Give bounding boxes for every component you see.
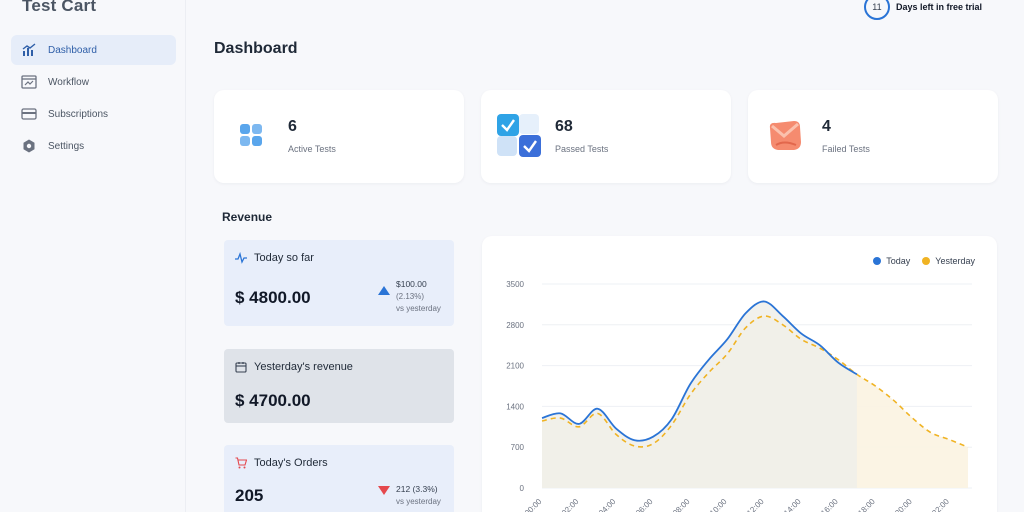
sidebar: Test Cart Dashboard Workflow Subscriptio…	[0, 0, 186, 512]
stat-label: Passed Tests	[555, 144, 609, 154]
x-tick-label: 04:00	[597, 497, 618, 512]
x-tick-label: 08:00	[671, 497, 692, 512]
x-tick-label: 22:00	[930, 497, 951, 512]
credit-card-icon	[21, 106, 37, 122]
workflow-icon	[21, 74, 37, 90]
orders-delta-vs: vs yesterday	[396, 496, 441, 506]
legend-yesterday-dot	[922, 257, 931, 265]
revenue-delta: $100.00 (2.13%) vs yesterday	[396, 278, 441, 316]
orders-delta-amount: 212 (3.3%)	[396, 484, 438, 494]
y-tick-label: 2800	[506, 321, 524, 330]
series-line-today	[541, 300, 858, 442]
stat-label: Failed Tests	[822, 144, 870, 154]
series-line-yesterday	[541, 315, 969, 448]
revenue-amount: $ 4800.00	[235, 288, 311, 307]
revenue-card-label: Today's Orders	[254, 457, 328, 469]
legend-yesterday-label: Yesterday	[935, 256, 975, 266]
revenue-chart-card: Today Yesterday 0 700 1400 2100 2800 3500 00:0…	[482, 236, 997, 512]
sidebar-item-settings[interactable]: Settings	[11, 131, 176, 161]
legend-today-label: Today	[886, 256, 911, 266]
hexagon-gear-icon	[21, 138, 37, 154]
x-tick-label: 00:00	[523, 497, 544, 512]
trend-down-icon	[378, 486, 390, 495]
revenue-section-title: Revenue	[222, 210, 273, 224]
revenue-amount: $ 4700.00	[235, 391, 311, 410]
y-tick-label: 0	[520, 484, 525, 493]
x-tick-label: 14:00	[782, 497, 803, 512]
sidebar-item-label: Settings	[48, 140, 85, 152]
y-tick-label: 2100	[506, 362, 524, 371]
failed-tests-icon	[764, 112, 810, 160]
sidebar-item-workflow[interactable]: Workflow	[11, 67, 176, 97]
revenue-card-label: Yesterday's revenue	[254, 361, 353, 373]
sidebar-item-dashboard[interactable]: Dashboard	[11, 35, 176, 65]
stat-card-passed-tests[interactable]: 68 Passed Tests	[481, 90, 731, 183]
revenue-line-chart: 0 700 1400 2100 2800 3500 00:00 02:00 04:00 06:00…	[506, 280, 972, 512]
calendar-icon	[235, 361, 247, 373]
chart-legend: Today Yesterday	[861, 256, 975, 266]
x-tick-label: 16:00	[819, 497, 840, 512]
cart-icon	[235, 457, 247, 469]
x-tick-label: 18:00	[856, 497, 877, 512]
app-title: Test Cart	[22, 0, 97, 15]
legend-today[interactable]: Today	[873, 256, 910, 266]
revenue-delta-pct: (2.13%)	[396, 291, 425, 301]
trial-days-ring: 11	[863, 0, 890, 20]
x-tick-label: 20:00	[893, 497, 914, 512]
stat-card-failed-tests[interactable]: 4 Failed Tests	[748, 90, 998, 183]
revenue-card-orders[interactable]: Today's Orders 205 212 (3.3%) vs yesterd…	[224, 445, 454, 512]
x-tick-label: 12:00	[745, 497, 766, 512]
bar-chart-icon	[21, 42, 37, 58]
y-tick-label: 1400	[506, 402, 524, 411]
x-tick-label: 10:00	[708, 497, 729, 512]
activity-icon	[235, 252, 247, 264]
y-tick-label: 3500	[506, 280, 524, 289]
trial-days: 11	[872, 2, 882, 12]
revenue-delta-amount: $100.00	[396, 279, 427, 289]
revenue-card-yesterday[interactable]: Yesterday's revenue $ 4700.00	[224, 349, 454, 423]
checkbox-icon	[497, 112, 543, 160]
trend-up-icon	[378, 286, 390, 295]
revenue-card-today[interactable]: Today so far $ 4800.00 $100.00 (2.13%) v…	[224, 240, 454, 326]
y-tick-label: 700	[511, 443, 525, 452]
sidebar-item-label: Subscriptions	[48, 108, 109, 120]
stat-value: 6	[288, 118, 297, 135]
revenue-card-label: Today so far	[254, 252, 314, 264]
today-area	[542, 301, 857, 488]
sidebar-item-label: Dashboard	[48, 44, 97, 56]
x-tick-label: 06:00	[634, 497, 655, 512]
trial-text: Days left in free trial	[895, 2, 982, 12]
page-title: Dashboard	[214, 40, 298, 57]
grid-icon	[230, 112, 276, 160]
trial-indicator[interactable]: 11 Days left in free trial	[863, 0, 982, 20]
legend-yesterday[interactable]: Yesterday	[922, 256, 975, 266]
orders-amount: 205	[235, 486, 264, 505]
revenue-delta-vs: vs yesterday	[396, 304, 441, 313]
sidebar-item-subscriptions[interactable]: Subscriptions	[11, 99, 176, 129]
x-tick-label: 02:00	[560, 497, 581, 512]
legend-today-dot	[873, 257, 882, 265]
stat-value: 68	[555, 118, 573, 135]
stat-value: 4	[822, 118, 831, 135]
stat-card-active-tests[interactable]: 6 Active Tests	[214, 90, 464, 183]
orders-delta: 212 (3.3%) vs yesterday	[396, 483, 441, 508]
sidebar-item-label: Workflow	[48, 76, 89, 88]
stat-label: Active Tests	[288, 144, 336, 154]
